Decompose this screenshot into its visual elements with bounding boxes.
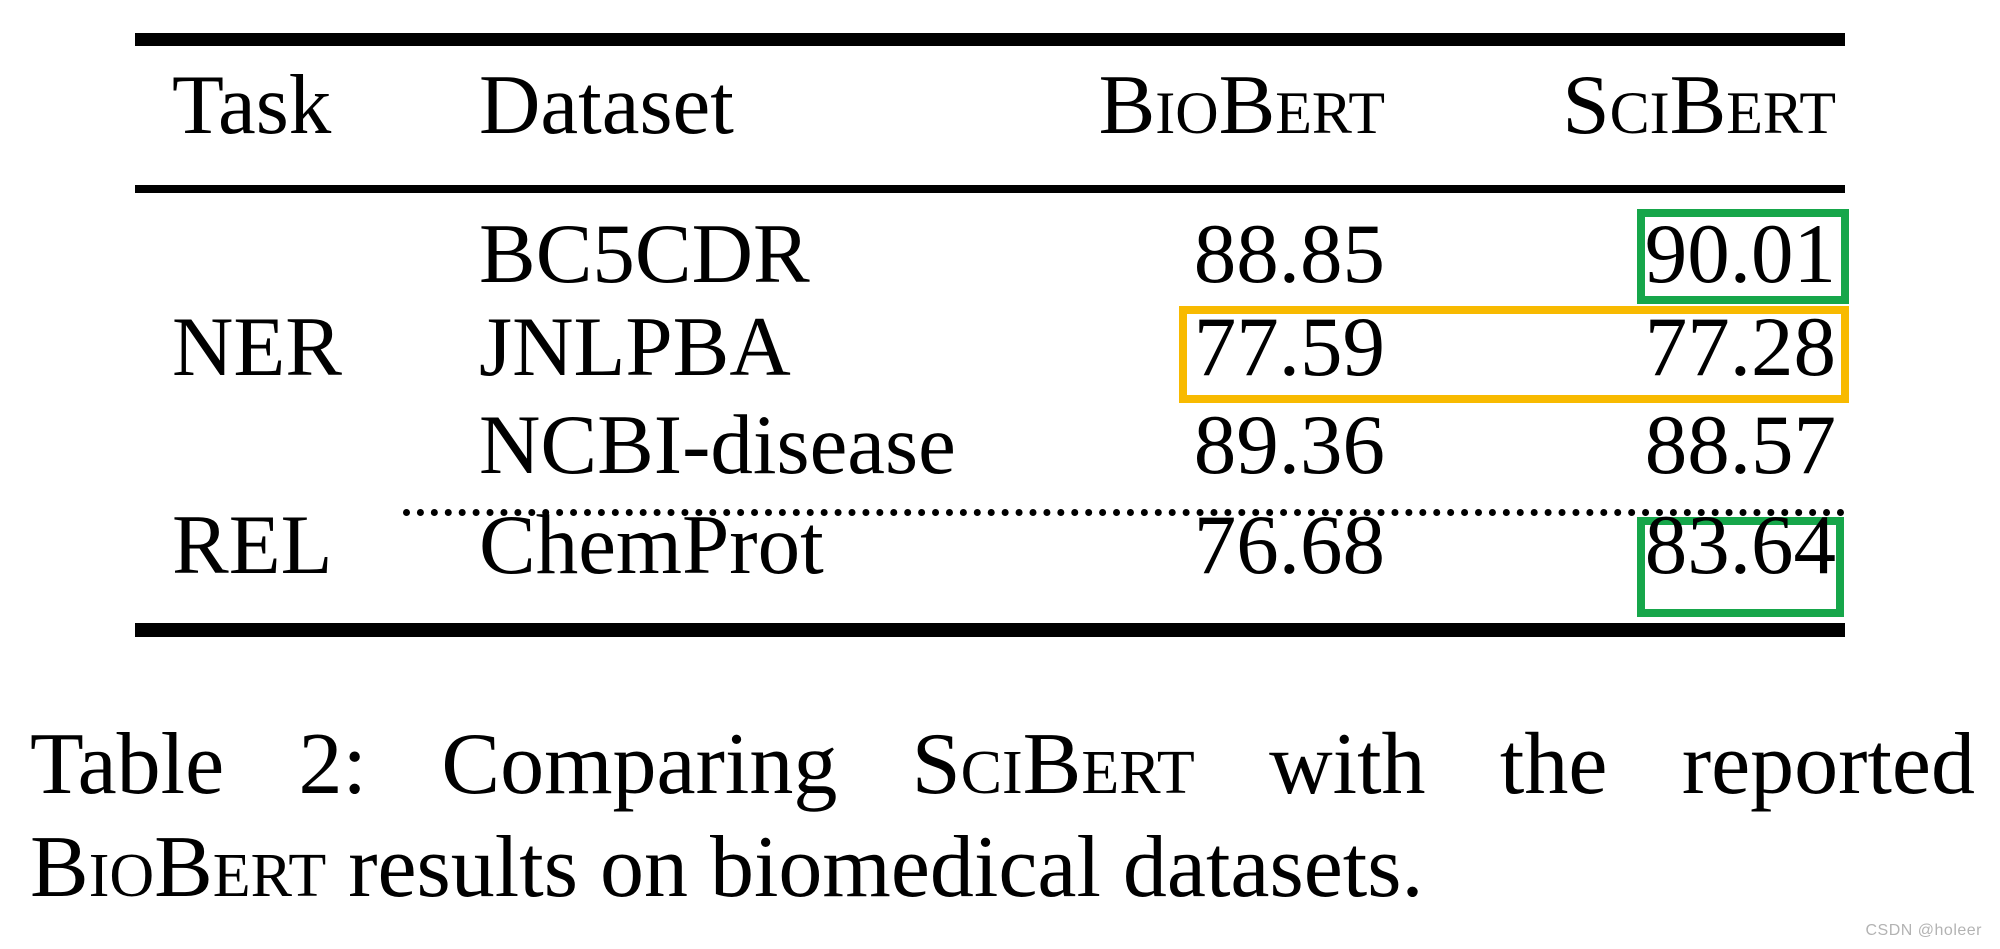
cell-task-ner: NER [172, 300, 342, 394]
table-dashed-separator [403, 509, 1845, 516]
cell-dataset: NCBI-disease [479, 398, 956, 492]
highlight-box-yellow-jnlpba-row [1179, 306, 1849, 403]
cell-biobert-score: 76.68 [1193, 498, 1385, 592]
column-header-dataset: Dataset [479, 58, 734, 152]
cell-dataset: ChemProt [479, 498, 824, 592]
cell-scibert-score: 83.64 [1644, 498, 1836, 592]
cell-biobert-score: 89.36 [1193, 398, 1385, 492]
csdn-watermark: CSDN @holeer [1865, 922, 1982, 939]
cell-dataset: JNLPBA [479, 300, 791, 394]
table-caption-line2: BioBert results on biomedical datasets. [30, 824, 1975, 912]
caption-scibert-smallcaps: SciBert [911, 716, 1195, 813]
caption-text: Table 2: Comparing [30, 716, 912, 813]
cell-scibert-score: 88.57 [1644, 398, 1836, 492]
cell-task-rel: REL [172, 498, 333, 592]
caption-biobert-smallcaps: BioBert [30, 819, 327, 916]
highlight-box-green-bc5cdr-scibert [1637, 209, 1849, 304]
table-top-rule [135, 33, 1845, 46]
cell-biobert-score: 88.85 [1193, 207, 1385, 301]
column-header-biobert: BioBert [1098, 58, 1385, 152]
table-caption-line1: Table 2: Comparing SciBert with the repo… [30, 721, 1975, 809]
cell-scibert-score: 77.28 [1644, 300, 1836, 394]
column-header-task: Task [172, 58, 332, 152]
caption-text: results on biomedical datasets. [326, 819, 1424, 916]
cell-dataset: BC5CDR [479, 207, 810, 301]
cell-scibert-score: 90.01 [1644, 207, 1836, 301]
highlight-box-green-chemprot-scibert [1637, 517, 1844, 617]
table-header-rule [135, 185, 1845, 193]
column-header-scibert: SciBert [1562, 58, 1836, 152]
table-bottom-rule [135, 623, 1845, 637]
cell-biobert-score: 77.59 [1193, 300, 1385, 394]
caption-text: with the reported [1194, 716, 1975, 813]
